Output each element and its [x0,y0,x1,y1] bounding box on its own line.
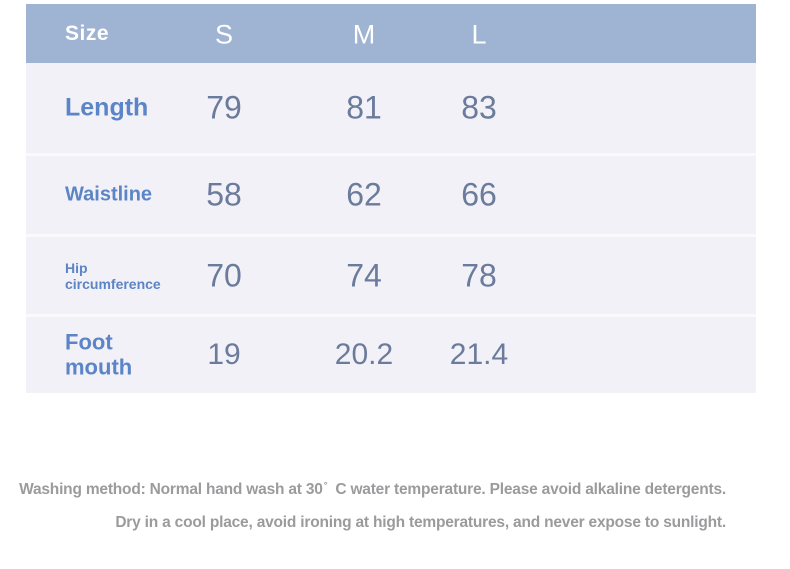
row-label-length: Length [65,93,149,122]
foot-value-s: 19 [207,338,241,371]
washing-method-text: Washing method: Normal hand wash at 30 [19,481,323,499]
foot-value-l: 21.4 [449,338,509,371]
header-col-s: S [214,19,234,50]
size-table-header: Size S M L [26,4,756,63]
length-value-l: 83 [461,89,497,126]
waistline-value-l: 66 [461,176,497,213]
header-size-label: Size [65,21,110,45]
header-col-l: L [471,19,487,50]
row-label-waistline: Waistline [65,183,153,206]
row-label-foot-mouth: Foot mouth [65,329,133,380]
waistline-value-m: 62 [346,176,382,213]
header-col-m: M [352,19,376,50]
hip-value-l: 78 [461,257,497,293]
table-row-foot-mouth: Foot mouth 19 20.2 21.4 [26,317,756,393]
hip-value-m: 74 [346,257,382,293]
washing-method-line: Washing method: Normal hand wash at 30° C… [0,469,726,506]
degree-symbol: ° [323,480,328,491]
table-row-length: Length 79 81 83 [26,63,756,156]
length-value-s: 79 [206,89,242,126]
drying-instruction-line: Dry in a cool place, avoid ironing at hi… [115,514,726,532]
table-row-waistline: Waistline 58 62 66 [26,156,756,237]
care-instructions: Washing method: Normal hand wash at 30° C… [0,469,726,539]
waistline-value-s: 58 [206,176,242,213]
size-table: Size S M L Length 79 81 83 Waistline 58 … [26,4,756,393]
row-label-hip-circumference: Hip circumference [65,259,161,292]
table-row-hip-circumference: Hip circumference 70 74 78 [26,237,756,317]
size-table-body: Length 79 81 83 Waistline 58 62 66 Hip c… [26,63,756,393]
hip-value-s: 70 [206,257,242,293]
washing-method-text-cont: C water temperature. Please avoid alkali… [335,481,726,499]
length-value-m: 81 [346,89,382,126]
foot-value-m: 20.2 [334,338,394,371]
